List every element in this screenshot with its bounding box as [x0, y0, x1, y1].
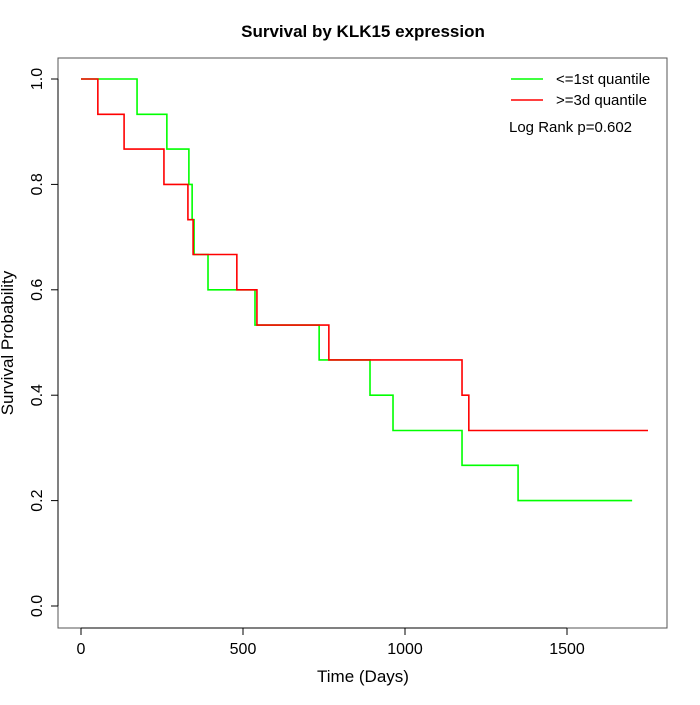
- y-tick-label: 0.6: [29, 279, 46, 301]
- series-line-low: [81, 78, 633, 502]
- x-axis: 0 500 1000 1500: [77, 627, 585, 658]
- x-tick-label: 1000: [387, 641, 423, 658]
- series-lines: [81, 78, 648, 502]
- y-axis: 0.0 0.2 0.4 0.6 0.8 1.0: [29, 68, 59, 617]
- y-tick-label: 0.8: [29, 173, 46, 195]
- x-tick-label: 500: [230, 641, 257, 658]
- x-tick-label: 1500: [549, 641, 585, 658]
- legend: <=1st quantile >=3d quantile: [511, 71, 650, 109]
- legend-label-high: >=3d quantile: [556, 92, 647, 109]
- y-axis-label: Survival Probability: [0, 270, 17, 415]
- x-axis-label: Time (Days): [317, 667, 409, 686]
- series-line-high: [81, 78, 648, 432]
- legend-label-low: <=1st quantile: [556, 71, 650, 88]
- y-tick-label: 0.0: [29, 595, 46, 617]
- y-tick-label: 0.4: [29, 384, 46, 406]
- x-tick-label: 0: [77, 641, 86, 658]
- y-tick-label: 1.0: [29, 68, 46, 90]
- chart-title: Survival by KLK15 expression: [241, 22, 485, 41]
- y-tick-label: 0.2: [29, 489, 46, 511]
- plot-frame: [57, 57, 668, 629]
- log-rank-annotation: Log Rank p=0.602: [509, 119, 632, 136]
